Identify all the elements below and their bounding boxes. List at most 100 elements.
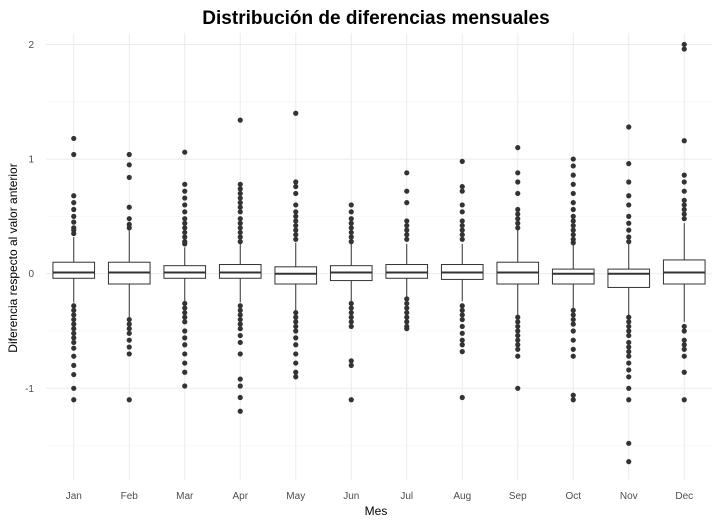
outlier-point <box>404 218 410 224</box>
outlier-point <box>348 310 354 316</box>
outlier-point <box>459 209 465 215</box>
box-iqr <box>52 261 96 279</box>
outlier-point <box>348 323 354 330</box>
outlier-point <box>182 234 188 240</box>
outlier-point <box>459 337 465 343</box>
outlier-point <box>126 151 132 158</box>
outlier-point <box>293 323 299 330</box>
outlier-point <box>71 335 77 341</box>
outlier-point <box>515 190 521 197</box>
outlier-point <box>182 202 188 208</box>
outlier-point <box>237 376 243 382</box>
box-sep <box>496 145 540 391</box>
outlier-point <box>293 369 299 375</box>
box-may <box>274 110 318 380</box>
y-axis: -1 0 1 2 <box>25 40 34 395</box>
outlier-point <box>404 170 410 176</box>
outlier-point <box>293 202 299 208</box>
boxes <box>52 41 706 465</box>
outlier-point <box>681 138 687 144</box>
outlier-point <box>515 225 521 231</box>
outlier-point <box>515 337 521 343</box>
outlier-point <box>182 188 188 194</box>
outlier-point <box>237 339 243 346</box>
outlier-point <box>404 232 410 238</box>
outlier-point <box>459 218 465 224</box>
outlier-point <box>348 319 354 325</box>
outlier-point <box>626 202 632 208</box>
outlier-point <box>681 346 687 352</box>
outlier-point <box>681 41 687 48</box>
outlier-point <box>71 362 77 368</box>
x-tick-label: May <box>286 491 305 502</box>
outlier-point <box>348 216 354 222</box>
outlier-point <box>237 229 243 236</box>
outlier-point <box>237 239 243 245</box>
y-tick-label: 2 <box>28 40 34 51</box>
grid <box>46 33 712 480</box>
box-iqr <box>218 264 262 279</box>
outlier-point <box>459 202 465 208</box>
outlier-point <box>626 193 632 199</box>
outlier-point <box>681 353 687 359</box>
outlier-point <box>570 218 576 224</box>
box-nov <box>607 124 651 465</box>
box-feb <box>107 151 151 403</box>
outlier-point <box>293 328 299 334</box>
outlier-point <box>515 179 521 185</box>
outlier-point <box>348 209 354 215</box>
outlier-point <box>182 195 188 201</box>
outlier-point <box>404 200 410 206</box>
y-tick-label: 1 <box>28 155 34 166</box>
outlier-point <box>570 181 576 187</box>
outlier-point <box>182 209 188 215</box>
y-axis-title: Diferencia respecto al valor anterior <box>6 163 20 352</box>
outlier-point <box>293 110 299 116</box>
box-jan <box>52 135 96 403</box>
outlier-point <box>182 328 188 334</box>
outlier-point <box>515 332 521 339</box>
outlier-point <box>71 385 77 391</box>
outlier-point <box>71 193 77 199</box>
outlier-point <box>237 351 243 357</box>
outlier-point <box>182 342 188 348</box>
outlier-point <box>293 190 299 197</box>
outlier-point <box>459 307 465 313</box>
outlier-point <box>348 234 354 240</box>
outlier-point <box>459 323 465 330</box>
outlier-point <box>237 216 243 222</box>
outlier-point <box>626 234 632 240</box>
outlier-point <box>237 408 243 414</box>
outlier-point <box>293 314 299 320</box>
x-tick-label: Dec <box>675 491 693 502</box>
outlier-point <box>71 230 77 237</box>
outlier-point <box>626 339 632 346</box>
box-iqr <box>607 268 651 288</box>
outlier-point <box>515 385 521 391</box>
outlier-point <box>681 188 687 194</box>
outlier-point <box>515 328 521 334</box>
outlier-point <box>71 345 77 351</box>
outlier-point <box>626 227 632 233</box>
outlier-point <box>626 385 632 391</box>
x-tick-label: Mar <box>176 491 194 502</box>
x-tick-label: Feb <box>121 491 139 502</box>
outlier-point <box>348 358 354 364</box>
outlier-point <box>182 225 188 231</box>
outlier-point <box>626 323 632 330</box>
outlier-point <box>626 328 632 334</box>
outlier-point <box>71 312 77 318</box>
outlier-point <box>293 335 299 341</box>
outlier-point <box>293 360 299 366</box>
outlier-point <box>237 190 243 197</box>
outlier-point <box>293 227 299 233</box>
box-mar <box>163 149 207 389</box>
outlier-point <box>570 163 576 169</box>
outlier-point <box>348 397 354 403</box>
outlier-point <box>681 172 687 178</box>
outlier-point <box>348 300 354 307</box>
outlier-point <box>126 326 132 332</box>
outlier-point <box>626 124 632 130</box>
outlier-point <box>681 197 687 203</box>
